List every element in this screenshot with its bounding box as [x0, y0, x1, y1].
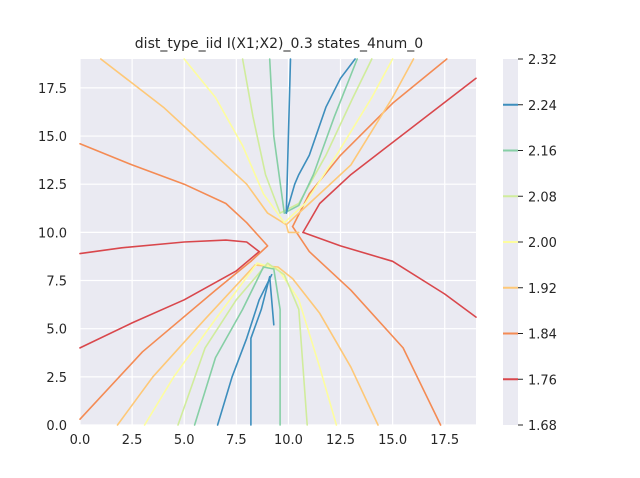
contour-line-1-92 — [116, 264, 256, 426]
y-tick-label: 17.5 — [38, 82, 67, 97]
x-tick-label: 10.0 — [274, 433, 303, 448]
contour-lines — [79, 58, 477, 426]
contour-line-2-08 — [266, 262, 308, 426]
colorbar-tick-label: 2.24 — [528, 99, 557, 114]
contour-line-2 — [143, 262, 258, 426]
colorbar-tick-label: 2.08 — [528, 190, 557, 205]
y-tick-label: 5.0 — [46, 323, 67, 338]
contour-line-2-16 — [268, 58, 286, 214]
y-axis-ticks: 0.0 2.5 5.0 7.5 10.0 12.5 15.0 17.5 — [38, 82, 67, 434]
colorbar-tick-label: 1.92 — [528, 282, 557, 297]
x-tick-label: 7.5 — [226, 433, 247, 448]
y-tick-label: 2.5 — [46, 371, 67, 386]
x-tick-label: 5.0 — [174, 433, 195, 448]
contour-line-1-84 — [79, 143, 269, 263]
contour-line-1-84 — [79, 260, 252, 420]
y-tick-label: 10.0 — [38, 226, 67, 241]
contour-line-1-92 — [100, 58, 288, 226]
contour-line-2-08 — [177, 262, 269, 426]
contour-line-2-08 — [241, 58, 281, 214]
contour-line-2 — [256, 262, 338, 426]
x-tick-label: 17.5 — [430, 433, 459, 448]
x-tick-label: 0.0 — [70, 433, 91, 448]
contour-line-1-76 — [79, 250, 260, 349]
x-tick-label: 12.5 — [326, 433, 355, 448]
grid-lines — [79, 59, 476, 426]
colorbar-tick-label: 2.16 — [528, 145, 557, 160]
colorbar-tick-label: 1.76 — [528, 373, 557, 388]
colorbar-tick-label: 1.68 — [528, 419, 557, 434]
y-tick-label: 0.0 — [46, 419, 67, 434]
contour-line-2-24 — [216, 273, 273, 426]
chart-title: dist_type_iid I(X1;X2)_0.3 states_4num_0 — [135, 36, 423, 52]
contour-line-2-16 — [193, 266, 265, 426]
colorbar-tick-label: 2.00 — [528, 236, 557, 251]
contour-line-1-84 — [291, 225, 442, 426]
contour-line-1-92 — [285, 58, 415, 226]
contour-line-1-76 — [302, 231, 477, 318]
y-tick-label: 12.5 — [38, 178, 67, 193]
plot-area — [80, 59, 476, 425]
contour-line-2-24 — [250, 275, 275, 426]
x-tick-label: 2.5 — [122, 433, 143, 448]
contour-line-2-16 — [262, 266, 281, 426]
y-tick-label: 7.5 — [46, 275, 67, 290]
contour-line-1-92 — [254, 264, 379, 426]
colorbar-tick-label: 2.32 — [528, 53, 557, 68]
x-tick-label: 15.0 — [378, 433, 407, 448]
contour-line-2-16 — [283, 58, 358, 214]
contour-line-2 — [283, 58, 394, 224]
colorbar-levels: 1.68 1.76 1.84 1.92 2.00 2.08 2.16 2.24 2.32 — [503, 53, 557, 434]
contour-line-2-08 — [279, 58, 373, 214]
x-axis-ticks: 0.0 2.5 5.0 7.5 10.0 12.5 15.0 17.5 — [70, 433, 460, 448]
y-tick-label: 15.0 — [38, 130, 67, 145]
colorbar-tick-label: 1.84 — [528, 328, 557, 343]
contour-line-2-24 — [285, 58, 356, 214]
contour-line-1-92 — [285, 223, 300, 234]
contour-line-1-76 — [79, 239, 260, 255]
contour-line-2 — [183, 58, 286, 224]
contour-line-2-24 — [285, 58, 292, 214]
contour-line-1-76 — [302, 77, 477, 234]
